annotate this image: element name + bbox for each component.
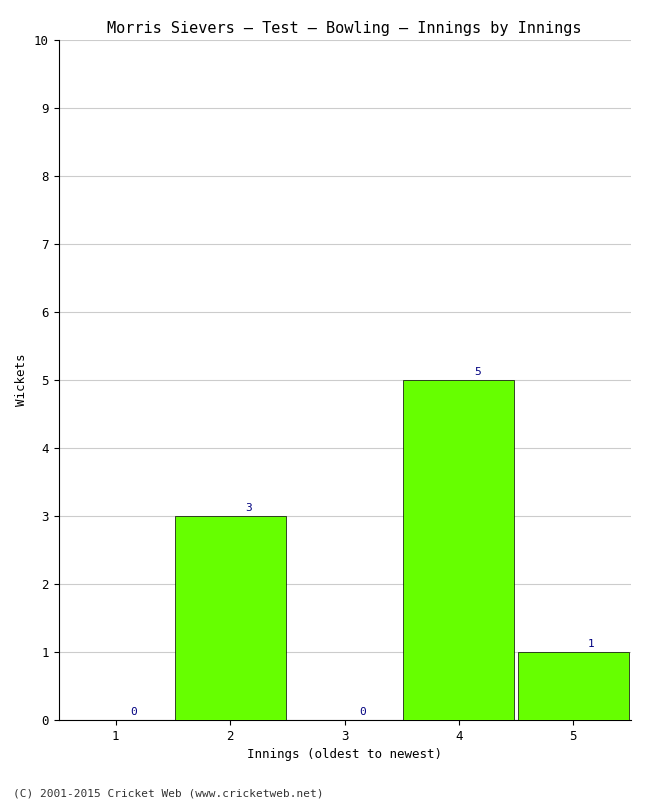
Bar bbox=[518, 652, 629, 720]
Text: (C) 2001-2015 Cricket Web (www.cricketweb.net): (C) 2001-2015 Cricket Web (www.cricketwe… bbox=[13, 788, 324, 798]
Text: 0: 0 bbox=[359, 707, 366, 718]
Text: 1: 1 bbox=[588, 639, 595, 650]
Title: Morris Sievers – Test – Bowling – Innings by Innings: Morris Sievers – Test – Bowling – Inning… bbox=[107, 21, 582, 36]
X-axis label: Innings (oldest to newest): Innings (oldest to newest) bbox=[247, 748, 442, 762]
Y-axis label: Wickets: Wickets bbox=[15, 354, 28, 406]
Text: 3: 3 bbox=[245, 503, 252, 514]
Text: 5: 5 bbox=[474, 367, 480, 378]
Text: 0: 0 bbox=[131, 707, 137, 718]
Bar bbox=[404, 380, 514, 720]
Bar bbox=[175, 516, 285, 720]
